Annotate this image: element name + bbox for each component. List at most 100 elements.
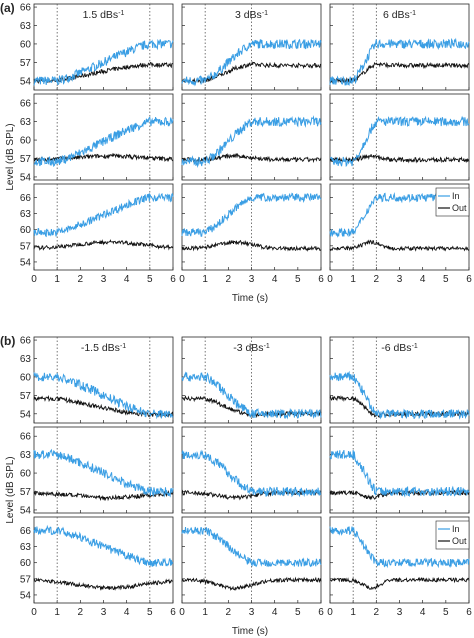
y-tick-label-b-2-63: 63 xyxy=(20,542,32,553)
legend-box xyxy=(435,520,470,550)
x-tick-label-3: 3 xyxy=(101,607,107,618)
panel-b-0-0: -1.5 dBs-1 xyxy=(33,336,174,424)
series-in-line xyxy=(329,370,470,420)
panel-a-1-0 xyxy=(33,93,174,181)
y-tick-label-a-1-63: 63 xyxy=(20,117,32,128)
y-tick-label-a-1-66: 66 xyxy=(20,99,32,110)
panel-b-1-1 xyxy=(181,426,322,514)
x-tick-label-3: 3 xyxy=(101,274,107,285)
column-title-base: -3 dBs xyxy=(233,342,263,354)
y-tick-label-b-0-66: 66 xyxy=(20,336,32,347)
x-tick-label-4: 4 xyxy=(272,274,278,285)
y-tick-label-b-1-60: 60 xyxy=(20,469,32,480)
x-tick-label-6: 6 xyxy=(466,607,472,618)
series-in-line xyxy=(181,371,322,420)
column-title-exponent: -1 xyxy=(120,343,126,350)
y-tick-label-a-0-54: 54 xyxy=(20,76,32,87)
x-tick-label-6: 6 xyxy=(170,607,176,618)
x-tick-label-3: 3 xyxy=(397,274,403,285)
column-title-base: 3 dBs xyxy=(235,9,262,21)
y-tick-label-b-0-54: 54 xyxy=(20,409,32,420)
column-title-exponent: -1 xyxy=(264,343,270,350)
x-tick-label-1: 1 xyxy=(202,274,208,285)
y-axis-label-a: Level (dB SPL) xyxy=(5,123,16,190)
x-tick-label-0: 0 xyxy=(179,607,185,618)
x-tick-label-0: 0 xyxy=(327,274,333,285)
legend-in-label: In xyxy=(452,191,460,201)
x-tick-label-4: 4 xyxy=(124,274,130,285)
y-tick-label-a-0-66: 66 xyxy=(20,3,32,14)
panel-a-0-2: 6 dBs-1 xyxy=(329,3,470,91)
x-tick-label-5: 5 xyxy=(443,274,449,285)
y-tick-label-a-0-57: 57 xyxy=(20,58,32,69)
y-tick-label-a-1-57: 57 xyxy=(20,154,32,165)
column-title-base: 1.5 dBs xyxy=(83,9,119,21)
panel-a-1-2 xyxy=(329,93,470,181)
series-out-line xyxy=(330,576,470,590)
series-in-line xyxy=(329,449,470,498)
series-in-line xyxy=(33,448,174,498)
x-tick-label-4: 4 xyxy=(420,607,426,618)
series-in-line xyxy=(181,192,322,237)
panel-a-0-1: 3 dBs-1 xyxy=(181,3,322,91)
series-in-line xyxy=(181,115,322,168)
x-tick-label-4: 4 xyxy=(124,607,130,618)
y-tick-label-b-2-66: 66 xyxy=(20,526,32,537)
legend: In Out xyxy=(435,187,470,217)
legend-box xyxy=(435,187,470,217)
x-tick-label-1: 1 xyxy=(54,607,60,618)
group-label-a: (a) xyxy=(0,1,15,15)
x-tick-label-1: 1 xyxy=(350,274,356,285)
x-tick-label-0: 0 xyxy=(31,274,37,285)
y-tick-label-b-2-54: 54 xyxy=(20,590,32,601)
panel-frame xyxy=(33,93,174,181)
panel-b-0-1: -3 dBs-1 xyxy=(181,336,322,424)
x-tick-label-5: 5 xyxy=(295,274,301,285)
panel-a-0-0: 1.5 dBs-1 xyxy=(33,3,174,91)
panel-frame xyxy=(329,426,470,514)
column-title-exponent: -1 xyxy=(262,10,268,17)
x-tick-label-5: 5 xyxy=(147,274,153,285)
x-tick-label-6: 6 xyxy=(466,274,472,285)
y-tick-label-a-2-60: 60 xyxy=(20,225,32,236)
series-out-line xyxy=(329,489,470,501)
column-title-exponent: -1 xyxy=(410,10,416,17)
column-title-base: -6 dBs xyxy=(381,342,411,354)
series-out-line xyxy=(33,490,174,502)
panel-b-0-2: -6 dBs-1 xyxy=(329,336,470,424)
y-tick-label-a-1-60: 60 xyxy=(20,136,32,147)
series-in-line xyxy=(329,115,470,168)
series-out-line xyxy=(33,394,174,418)
series-in-line xyxy=(33,116,174,168)
y-tick-label-a-2-57: 57 xyxy=(20,241,32,252)
column-title-exponent: -1 xyxy=(412,343,418,350)
legend-out-label: Out xyxy=(452,203,467,213)
x-axis-label-a: Time (s) xyxy=(232,293,268,304)
x-tick-label-5: 5 xyxy=(443,607,449,618)
series-out-line xyxy=(181,576,322,591)
y-tick-label-a-0-63: 63 xyxy=(20,21,32,32)
legend-out-label: Out xyxy=(452,536,467,546)
panel-b-2-2: 0 1 2 3 4 5 6 In Out xyxy=(327,516,472,618)
y-tick-label-b-1-63: 63 xyxy=(20,450,32,461)
y-tick-label-a-2-66: 66 xyxy=(20,193,32,204)
x-tick-label-0: 0 xyxy=(327,607,333,618)
x-tick-label-0: 0 xyxy=(179,274,185,285)
x-tick-label-5: 5 xyxy=(147,607,153,618)
x-tick-label-3: 3 xyxy=(249,274,255,285)
y-tick-label-b-2-57: 57 xyxy=(20,574,32,585)
y-tick-label-b-0-57: 57 xyxy=(20,391,32,402)
series-in-line xyxy=(181,526,322,568)
series-out-line xyxy=(181,152,322,164)
x-tick-label-2: 2 xyxy=(226,607,232,618)
series-out-line xyxy=(34,152,174,162)
panel-frame xyxy=(33,516,174,604)
column-title-base: 6 dBs xyxy=(383,9,410,21)
column-title: 1.5 dBs-1 xyxy=(83,9,125,21)
x-tick-label-2: 2 xyxy=(78,274,84,285)
series-in-line xyxy=(329,526,470,569)
series-out-line xyxy=(181,488,322,501)
x-tick-label-6: 6 xyxy=(170,274,176,285)
series-in-line xyxy=(329,37,470,87)
